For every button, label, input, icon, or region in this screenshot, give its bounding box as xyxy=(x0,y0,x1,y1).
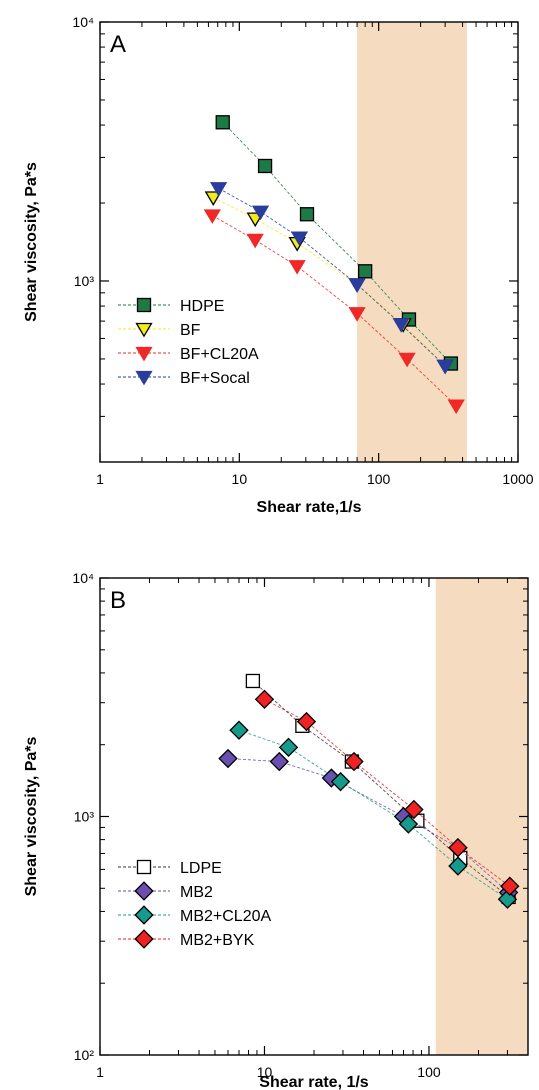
data-point xyxy=(257,158,273,174)
x-axis-label: Shear rate,1/s xyxy=(257,499,362,516)
x-axis-label: Shear rate, 1/s xyxy=(259,1074,369,1090)
data-point xyxy=(203,209,221,224)
data-point xyxy=(500,876,520,896)
legend-marker xyxy=(136,297,152,313)
plot-frame xyxy=(99,577,529,1056)
data-point xyxy=(436,359,454,375)
data-point xyxy=(278,737,299,758)
series-bf-cl20a xyxy=(203,209,465,415)
series-mb2-cl20a xyxy=(229,720,518,909)
legend-label: BF xyxy=(180,322,201,339)
x-tick-label: 10 xyxy=(257,1064,273,1080)
data-point xyxy=(269,751,289,772)
shaded-region xyxy=(435,578,528,1055)
legend: LDPE MB2 MB2+CL20A MB2+BYK xyxy=(118,859,271,949)
x-tick-label: 10 xyxy=(232,471,248,487)
y-tick-label: 10³ xyxy=(74,809,95,825)
series-line xyxy=(222,121,452,364)
legend-label: MB2+BYK xyxy=(180,932,255,949)
x-tick-label: 1000 xyxy=(502,471,533,487)
series-mb2-byk xyxy=(254,689,520,896)
data-point xyxy=(245,673,261,689)
legend-marker xyxy=(134,905,154,925)
data-point xyxy=(348,278,366,293)
data-point xyxy=(344,751,364,772)
data-point xyxy=(251,205,270,221)
series-line xyxy=(213,197,446,367)
y-axis-label: Shear viscosity, Pa*s xyxy=(23,162,40,322)
x-tick-label: 1 xyxy=(96,471,104,487)
x-tick-label: 1 xyxy=(96,1064,104,1080)
shaded-region xyxy=(357,22,467,462)
y-tick-label: 10⁴ xyxy=(72,570,94,586)
legend-marker xyxy=(135,346,153,362)
data-point xyxy=(218,748,238,769)
legend-marker xyxy=(135,322,153,338)
data-point xyxy=(447,399,465,415)
data-point xyxy=(404,799,424,820)
legend-marker xyxy=(134,929,154,949)
x-tick-label: 100 xyxy=(417,1064,441,1080)
data-point xyxy=(254,689,275,710)
legend-label: MB2+CL20A xyxy=(180,908,271,925)
legend-label: BF+Socal xyxy=(180,370,250,387)
data-point xyxy=(296,711,317,732)
plot-frame xyxy=(99,21,519,463)
chart-panel-b: 1 10 100 10² 10³ 10⁴ LDPE MB2 MB2+CL20A MB2+BYK B S… xyxy=(23,570,529,1090)
data-point xyxy=(321,768,342,788)
data-point xyxy=(299,207,315,222)
x-tick-label: 100 xyxy=(367,471,391,487)
panel-letter: B xyxy=(110,587,126,614)
data-point xyxy=(398,352,416,368)
legend-label: MB2 xyxy=(180,884,213,901)
legend: HDPE BF BF+CL20A BF+Socal xyxy=(118,297,259,387)
data-point xyxy=(330,771,351,792)
data-point xyxy=(215,115,230,130)
data-point xyxy=(288,260,306,275)
data-point xyxy=(497,889,518,909)
data-point xyxy=(348,307,366,322)
data-point xyxy=(358,264,373,279)
minor-ticks xyxy=(100,578,528,1055)
series-bf-socal xyxy=(209,182,454,375)
data-point xyxy=(392,318,410,333)
y-tick-label: 10³ xyxy=(74,273,95,289)
legend-label: LDPE xyxy=(180,860,222,877)
data-point xyxy=(398,814,419,834)
chart-panel-a: 1 10 100 1000 10³ 10⁴ HDPE BF BF+CL20A BF+Socal A S… xyxy=(23,14,534,516)
data-point xyxy=(290,231,309,247)
series-line xyxy=(264,698,511,887)
series-line xyxy=(252,680,509,898)
data-point xyxy=(229,720,249,740)
legend-marker xyxy=(136,859,152,875)
data-point xyxy=(204,191,222,206)
y-axis-label: Shear viscosity, Pa*s xyxy=(23,737,40,897)
data-point xyxy=(448,856,468,876)
minor-ticks xyxy=(100,22,518,462)
y-tick-label: 10⁴ xyxy=(72,14,94,30)
legend-label: HDPE xyxy=(180,298,224,315)
data-point xyxy=(448,837,468,858)
legend-marker xyxy=(134,881,154,901)
y-tick-label: 10² xyxy=(74,1047,95,1063)
data-point xyxy=(209,182,228,197)
legend-label: BF+CL20A xyxy=(180,346,259,363)
data-point xyxy=(246,233,264,249)
legend-marker xyxy=(135,370,153,386)
panel-letter: A xyxy=(110,31,126,58)
